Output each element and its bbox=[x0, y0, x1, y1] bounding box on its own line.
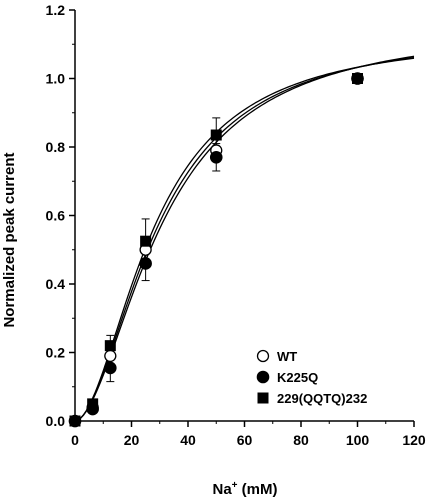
legend-label-1: K225Q bbox=[277, 370, 318, 385]
x-axis-title-sup: + bbox=[232, 480, 238, 491]
legend-label-2: 229(QQTQ)232 bbox=[277, 391, 367, 406]
x-tick-label-2: 40 bbox=[180, 432, 196, 448]
y-tick-label-4: 0.8 bbox=[46, 139, 66, 155]
y-tick-label-5: 1.0 bbox=[46, 71, 66, 87]
fit-curve-0 bbox=[74, 57, 415, 422]
fit-curve-2 bbox=[74, 55, 415, 422]
data-point-2-5 bbox=[352, 73, 363, 84]
y-tick-label-0: 0.0 bbox=[46, 413, 66, 429]
legend: WT K225Q 229(QQTQ)232 bbox=[256, 349, 367, 406]
y-tick-label-3: 0.6 bbox=[46, 208, 66, 224]
x-tick-label-0: 0 bbox=[71, 432, 79, 448]
fit-curves bbox=[74, 55, 415, 422]
data-point-2-4 bbox=[210, 129, 222, 141]
y-tick-label-6: 1.2 bbox=[46, 2, 66, 18]
data-point-2-1 bbox=[87, 398, 99, 410]
y-tick-label-1: 0.2 bbox=[46, 345, 66, 361]
data-point-0-2 bbox=[104, 349, 117, 363]
data-point-1-3 bbox=[139, 257, 152, 270]
data-point-2-2 bbox=[104, 340, 116, 352]
x-tick-label-1: 20 bbox=[124, 432, 140, 448]
y-tick-label-2: 0.4 bbox=[46, 276, 66, 292]
y-axis-title: Normalized peak current bbox=[1, 152, 18, 327]
legend-label-0: WT bbox=[277, 349, 297, 364]
x-axis-title-main: Na bbox=[212, 481, 232, 498]
axes: 0.0 0.2 0.4 0.6 0.8 1.0 1.2 0 20 40 60 80 100 120 bbox=[46, 2, 426, 448]
data-point-2-0 bbox=[69, 415, 81, 427]
x-tick-label-6: 120 bbox=[402, 432, 426, 448]
data-point-1-2 bbox=[104, 361, 117, 375]
x-axis-title: Na+ (mM) bbox=[212, 480, 277, 498]
x-tick-label-4: 80 bbox=[293, 432, 309, 448]
legend-marker-0 bbox=[256, 349, 270, 363]
markers bbox=[68, 72, 364, 428]
data-point-1-4 bbox=[209, 150, 223, 164]
x-axis-title-unit: (mM) bbox=[238, 481, 278, 498]
data-point-2-3 bbox=[140, 235, 152, 247]
legend-marker-1 bbox=[256, 370, 270, 384]
x-tick-label-5: 100 bbox=[346, 432, 370, 448]
legend-marker-2 bbox=[257, 392, 269, 404]
x-tick-label-3: 60 bbox=[237, 432, 253, 448]
fit-curve-1 bbox=[74, 56, 415, 422]
